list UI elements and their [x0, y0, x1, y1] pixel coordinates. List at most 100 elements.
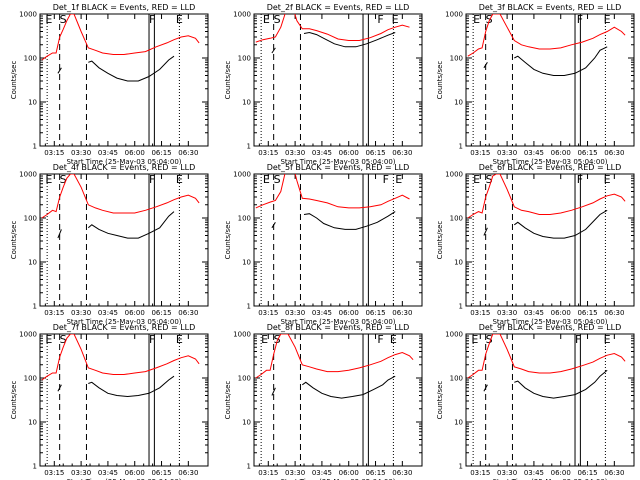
lld-series-line — [255, 174, 410, 209]
event-marker-label: F — [149, 333, 155, 346]
x-axis-label: Start Time (25-May-03 05:04:00) — [66, 158, 181, 166]
y-tick-label: 10 — [28, 419, 37, 427]
event-marker-label: E — [263, 173, 270, 186]
y-tick-label: 100 — [24, 215, 37, 223]
x-axis-label: Start Time (25-May-03 05:04:00) — [66, 318, 181, 326]
x-tick-label: 06:30 — [392, 469, 412, 477]
x-tick-label: 03:15 — [258, 149, 278, 157]
event-marker-label: E — [176, 13, 183, 26]
x-tick-label: 06:00 — [551, 309, 571, 317]
event-marker-label: F — [577, 173, 583, 186]
events-series-line — [271, 375, 396, 399]
y-tick-label: 100 — [238, 215, 251, 223]
panel-6: Det_6f BLACK = Events, RED = LLD 1 10 100 10… — [436, 163, 635, 326]
panel-9: Det_9f BLACK = Events, RED = LLD 1 10 100 10… — [436, 323, 635, 480]
x-tick-label: 06:15 — [577, 469, 597, 477]
y-tick-label: 10 — [28, 259, 37, 267]
y-axis-label: Counts/sec — [436, 221, 444, 260]
plot-frame — [465, 333, 635, 467]
event-marker-label: S — [60, 173, 67, 186]
y-tick-label: 1000 — [233, 331, 251, 339]
plot-frame — [253, 333, 423, 467]
plot-frame — [253, 173, 423, 307]
y-tick-label: 1 — [459, 143, 463, 151]
event-marker-label: S — [60, 13, 67, 26]
event-marker-label: E — [263, 13, 270, 26]
y-tick-label: 1000 — [445, 171, 463, 179]
x-axis-label: Start Time (25-May-03 05:04:00) — [492, 478, 607, 480]
plot-frame — [39, 333, 209, 467]
y-tick-label: 10 — [28, 99, 37, 107]
x-tick-label: 03:15 — [470, 469, 490, 477]
event-marker-label: E — [45, 13, 52, 26]
y-tick-label: 10 — [242, 99, 251, 107]
y-axis-label: Counts/sec — [10, 221, 18, 260]
y-tick-label: 10 — [242, 419, 251, 427]
x-axis-label: Start Time (25-May-03 05:04:00) — [280, 158, 395, 166]
event-marker-label: F — [149, 173, 155, 186]
lld-series-line — [255, 14, 410, 43]
x-tick-label: 03:30 — [285, 469, 305, 477]
y-tick-label: 1 — [247, 303, 251, 311]
y-tick-label: 1 — [33, 303, 37, 311]
x-tick-label: 03:30 — [497, 309, 517, 317]
event-marker-label: E — [471, 333, 478, 346]
panel-8: Det_8f BLACK = Events, RED = LLD 1 10 100 10… — [224, 323, 423, 480]
x-tick-label: 03:30 — [71, 309, 91, 317]
event-marker-label: E — [176, 333, 183, 346]
event-marker-label: E — [604, 173, 611, 186]
x-tick-label: 03:45 — [98, 309, 118, 317]
x-tick-label: 06:30 — [178, 309, 198, 317]
x-axis-label: Start Time (25-May-03 05:04:00) — [66, 478, 181, 480]
panel-title: Det_8f BLACK = Events, RED = LLD — [267, 323, 410, 332]
panel-title: Det_6f BLACK = Events, RED = LLD — [479, 163, 622, 172]
y-tick-label: 100 — [450, 375, 463, 383]
x-tick-label: 06:30 — [604, 309, 624, 317]
x-tick-label: 03:45 — [312, 469, 332, 477]
y-tick-label: 1000 — [445, 11, 463, 19]
events-series-line — [483, 209, 608, 239]
x-tick-label: 06:30 — [604, 149, 624, 157]
x-tick-label: 03:45 — [524, 149, 544, 157]
event-marker-label: F — [575, 333, 581, 346]
panel-3: Det_3f BLACK = Events, RED = LLD 1 10 100 10… — [436, 3, 635, 166]
lld-series-line — [467, 334, 626, 379]
panel-5: Det_5f BLACK = Events, RED = LLD 1 10 100 10… — [224, 163, 423, 326]
y-tick-label: 1000 — [19, 11, 37, 19]
x-tick-label: 03:15 — [258, 309, 278, 317]
x-tick-label: 03:15 — [44, 469, 64, 477]
y-axis-label: Counts/sec — [10, 381, 18, 420]
y-tick-label: 1 — [247, 143, 251, 151]
x-tick-label: 03:45 — [98, 149, 118, 157]
y-tick-label: 1 — [33, 463, 37, 471]
x-tick-label: 03:45 — [524, 309, 544, 317]
panel-title: Det_9f BLACK = Events, RED = LLD — [479, 323, 622, 332]
events-series-line — [57, 55, 175, 82]
y-axis-label: Counts/sec — [436, 381, 444, 420]
x-tick-label: 06:15 — [151, 469, 171, 477]
y-tick-label: 100 — [238, 375, 251, 383]
x-tick-label: 03:15 — [470, 149, 490, 157]
panel-title: Det_2f BLACK = Events, RED = LLD — [267, 3, 410, 12]
x-axis-label: Start Time (25-May-03 05:04:00) — [492, 158, 607, 166]
events-series-line — [57, 211, 175, 239]
x-tick-label: 06:15 — [577, 149, 597, 157]
x-tick-label: 03:15 — [470, 309, 490, 317]
x-tick-label: 06:15 — [365, 309, 385, 317]
y-tick-label: 1000 — [19, 331, 37, 339]
x-tick-label: 06:15 — [151, 309, 171, 317]
events-series-line — [483, 46, 608, 76]
y-tick-label: 1 — [459, 303, 463, 311]
event-marker-label: E — [473, 173, 480, 186]
y-axis-label: Counts/sec — [224, 61, 232, 100]
events-series-line — [57, 375, 175, 398]
event-marker-label: F — [377, 13, 383, 26]
x-tick-label: 06:00 — [125, 149, 145, 157]
event-marker-label: E — [392, 13, 399, 26]
panel-2: Det_2f BLACK = Events, RED = LLD 1 10 100 10… — [224, 3, 423, 166]
y-tick-label: 100 — [238, 55, 251, 63]
plot-frame — [465, 13, 635, 147]
y-tick-label: 1000 — [233, 11, 251, 19]
x-tick-label: 06:30 — [178, 149, 198, 157]
